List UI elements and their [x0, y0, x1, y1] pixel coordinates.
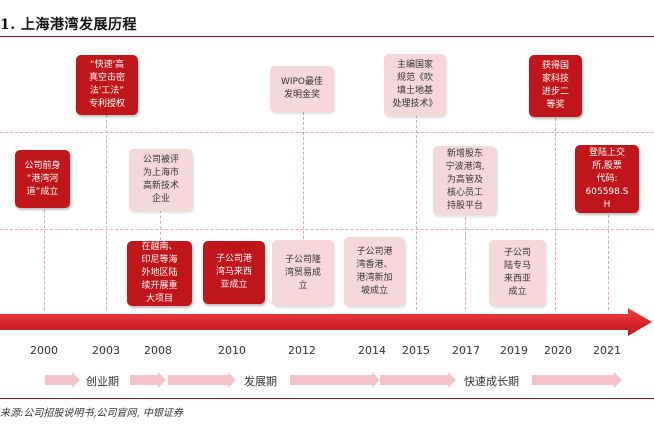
- event-2010: 子公司港 湾马来西 亚成立: [203, 241, 265, 304]
- phase-label-startup: 创业期: [86, 375, 119, 388]
- event-2008-overseas: 在越南、 印尼等海 外地区陆 续开展重 大项目: [127, 241, 192, 306]
- connector-2020: [555, 113, 556, 310]
- event-2008-overseas-text: 在越南、 印尼等海 外地区陆 续开展重 大项目: [141, 242, 178, 304]
- event-2019-text: 子公司 陆专马 来西亚 成立: [503, 248, 531, 297]
- connector-2021: [608, 210, 609, 310]
- year-label: 2017: [452, 344, 480, 357]
- event-2008-award-text: 公司被评 为上海市 高新技术 企业: [142, 155, 179, 204]
- event-2008-award: 公司被评 为上海市 高新技术 企业: [129, 149, 193, 211]
- event-2012-wipo-text: WIPO最佳 发明金奖: [280, 77, 324, 100]
- phase-arrow-startup-left: [45, 372, 80, 388]
- event-2012-trade: 子公司隆 湾贸易成 立: [272, 240, 334, 306]
- phase-arrow-rapid-left: [380, 372, 456, 388]
- event-2017-text: 新增股东 宁波港湾, 为高管及 核心员工 持股平台: [445, 149, 485, 211]
- timeline-arrow: [0, 308, 652, 336]
- phase-arrow-growth-left: [168, 372, 236, 388]
- phase-label-rapid-growth: 快速成长期: [464, 375, 519, 388]
- event-2015-text: 主编国家 规范《吹 填土地基 处理技术》: [392, 60, 438, 109]
- guide-line-upper: [0, 132, 654, 133]
- connector-2000: [44, 210, 45, 310]
- phase-label-growth: 发展期: [244, 375, 277, 388]
- event-2014-text: 子公司港 湾香港、 港湾新加 坡成立: [356, 246, 393, 296]
- bottom-rule: [0, 398, 654, 399]
- year-label: 2020: [544, 344, 572, 357]
- connector-2008: [160, 210, 161, 240]
- phase-arrow-growth-right: [290, 372, 380, 388]
- event-2003-text: “快速'高 真空击密 法'工法” 专利授权: [88, 60, 125, 109]
- phase-arrow-rapid-right: [532, 372, 622, 388]
- source-note: 来源:公司招股说明书,公司官网, 中银证券: [0, 408, 183, 419]
- year-label: 2008: [144, 344, 172, 357]
- event-2021-text: 登陆上交 所,股票 代码: 605598.S H: [585, 147, 629, 210]
- event-2020: 获得国 家科技 进步二 等奖: [529, 55, 582, 117]
- event-2012-wipo: WIPO最佳 发明金奖: [270, 66, 334, 112]
- connector-2017: [465, 212, 466, 310]
- event-2010-text: 子公司港 湾马来西 亚成立: [215, 254, 252, 290]
- event-2012-trade-text: 子公司隆 湾贸易成 立: [284, 254, 321, 291]
- phase-arrow-startup-right: [130, 372, 166, 388]
- event-2003: “快速'高 真空击密 法'工法” 专利授权: [76, 55, 138, 115]
- event-2019: 子公司 陆专马 来西亚 成立: [489, 240, 546, 306]
- event-2000-text: 公司前身 “港湾河 道”成立: [24, 160, 61, 197]
- year-label: 2015: [402, 344, 430, 357]
- event-2021: 登陆上交 所,股票 代码: 605598.S H: [575, 145, 639, 213]
- year-label: 2012: [288, 344, 316, 357]
- year-label: 2000: [30, 344, 58, 357]
- title-rule: [0, 36, 654, 37]
- guide-line-lower: [0, 229, 654, 230]
- year-label: 2014: [358, 344, 386, 357]
- year-label: 2010: [218, 344, 246, 357]
- event-2000: 公司前身 “港湾河 道”成立: [15, 150, 70, 208]
- event-2017: 新增股东 宁波港湾, 为高管及 核心员工 持股平台: [433, 146, 497, 215]
- phase-arrows: [45, 372, 622, 388]
- event-2015: 主编国家 规范《吹 填土地基 处理技术》: [384, 54, 446, 116]
- event-2014: 子公司港 湾香港、 港湾新加 坡成立: [344, 237, 405, 306]
- connector-2015: [416, 115, 417, 310]
- year-label: 2019: [500, 344, 528, 357]
- year-label: 2021: [593, 344, 621, 357]
- figure-title: 1. 上海港湾发展历程: [0, 17, 137, 33]
- year-label: 2003: [92, 344, 120, 357]
- connector-2012: [303, 112, 304, 254]
- event-2020-text: 获得国 家科技 进步二 等奖: [541, 61, 569, 110]
- connector-2003: [106, 115, 107, 310]
